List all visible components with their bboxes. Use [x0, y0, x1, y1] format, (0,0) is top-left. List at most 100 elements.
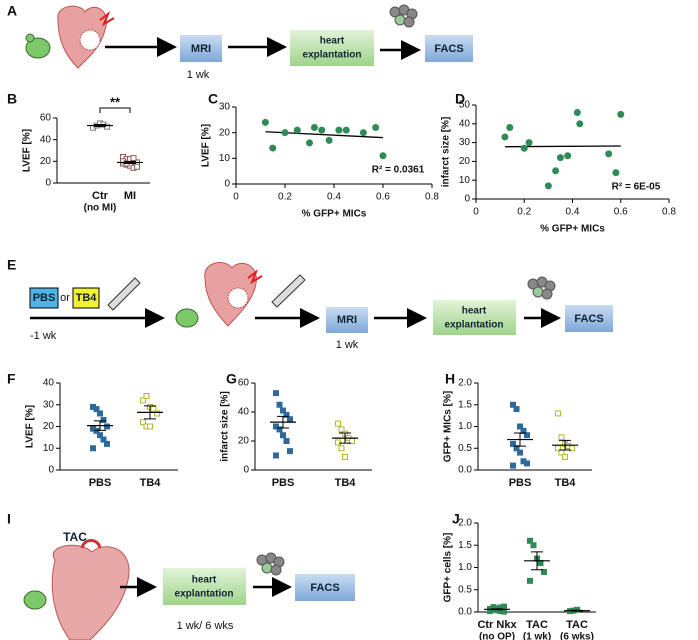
cells-icon: [256, 552, 285, 576]
data-point: [154, 410, 160, 417]
time-label: 1 wk/ 6 wks: [177, 620, 234, 632]
y-tick-label: 0: [48, 465, 54, 476]
heart-icon: [51, 544, 130, 640]
y-tick-label: 0.0: [458, 607, 472, 618]
x-tick-label: PBS: [509, 477, 532, 489]
x-tick-label: 0.2: [278, 192, 292, 203]
data-point: [576, 120, 584, 128]
data-point: [335, 420, 341, 427]
y-tick-label: 20: [40, 156, 52, 167]
x-tick-label: 0.6: [376, 192, 390, 203]
data-point: [281, 129, 289, 137]
y-axis-label: LVEF [%]: [22, 129, 33, 172]
facs-label: FACS: [574, 313, 603, 325]
y-axis-label: GFP+ cells [%]: [443, 533, 454, 603]
data-point: [150, 406, 157, 413]
data-point: [527, 537, 533, 544]
data-point: [97, 410, 103, 417]
data-point: [359, 129, 367, 137]
y-axis-label: infarct size [%]: [441, 117, 452, 188]
data-point: [342, 126, 350, 134]
or-label: or: [60, 292, 70, 304]
data-point: [104, 440, 110, 447]
data-point: [573, 109, 581, 117]
y-tick-label: 20: [219, 127, 231, 138]
x-tick-label: 0.4: [566, 207, 580, 218]
panel-label: I: [7, 511, 11, 527]
data-point: [147, 423, 153, 430]
data-point: [564, 152, 572, 160]
y-tick-label: 0.5: [458, 584, 472, 595]
panel-label: A: [7, 3, 17, 19]
y-tick-label: 0: [45, 178, 51, 189]
y-tick-label: 0: [224, 179, 230, 190]
error-bar: [514, 432, 526, 447]
y-tick-label: 50: [459, 100, 471, 111]
y-axis-label: infarct size [%]: [220, 391, 231, 462]
facs-box: [565, 305, 613, 332]
data-point: [525, 139, 533, 147]
x-tick-label: PBS: [272, 477, 295, 489]
data-point: [530, 542, 537, 549]
data-point: [510, 401, 516, 408]
x-tick-label: 0.8: [662, 207, 676, 218]
data-point: [93, 406, 100, 413]
data-point: [562, 453, 568, 460]
data-point: [501, 133, 509, 141]
data-point: [269, 144, 277, 152]
y-tick-label: 20: [238, 436, 250, 447]
y-tick-label: 0.5: [458, 443, 472, 454]
y-tick-label: 20: [43, 421, 55, 432]
explant-label: heart: [462, 306, 487, 317]
data-point: [276, 426, 283, 433]
data-point: [130, 155, 137, 162]
y-tick-label: 0: [464, 194, 470, 205]
y-tick-label: 2.0: [458, 378, 472, 389]
y-tick-label: 40: [459, 118, 471, 129]
explant-box: [290, 30, 374, 66]
aorta-band: [80, 539, 102, 549]
data-point: [306, 139, 313, 147]
error-bar: [144, 405, 156, 420]
panel-label: E: [7, 257, 16, 273]
data-point: [342, 453, 348, 460]
y-tick-label: 30: [43, 399, 55, 410]
data-point: [90, 445, 96, 452]
data-point: [100, 416, 107, 423]
data-point: [287, 416, 293, 423]
data-point: [283, 411, 290, 418]
data-point: [541, 568, 547, 575]
data-point: [517, 423, 523, 430]
x-tick-label: PBS: [89, 477, 112, 489]
lightning-icon: [247, 269, 263, 285]
data-point: [140, 419, 146, 426]
facs-box: [295, 574, 355, 601]
y-tick-label: 10: [43, 443, 55, 454]
panel-label: B: [7, 91, 17, 107]
data-point: [513, 406, 520, 413]
mouse-icon: [23, 590, 47, 610]
x-tick-label: Ctr Nkx: [477, 619, 517, 631]
y-tick-label: 40: [238, 407, 250, 418]
panel-letters: A B C D E F G H I J: [7, 3, 465, 527]
cells-icon: [389, 4, 418, 28]
data-point: [335, 126, 343, 134]
error-bar: [491, 608, 503, 611]
y-tick-label: 0: [243, 465, 249, 476]
x-tick-label: 0.2: [517, 207, 531, 218]
error-bar: [571, 609, 583, 612]
y-tick-label: 10: [219, 153, 231, 164]
x-tick-label: TAC: [526, 619, 548, 631]
panel-label: H: [445, 371, 455, 387]
x-tick-label: TB4: [140, 477, 162, 489]
data-point: [612, 169, 620, 177]
scheme-i: TAC heart explantation 1 wk/ 6 wks FACS: [23, 530, 355, 640]
y-tick-label: 60: [40, 113, 52, 124]
chart: 0 10 20 30 40 LVEF [%] PBS TB4: [25, 378, 178, 489]
x-axis-label: % GFP+ MICs: [302, 209, 367, 220]
panel-label: J: [452, 511, 460, 527]
y-axis-label: LVEF [%]: [25, 405, 36, 448]
x-tick-label: TAC: [566, 619, 588, 631]
y-tick-label: 1.0: [458, 562, 472, 573]
